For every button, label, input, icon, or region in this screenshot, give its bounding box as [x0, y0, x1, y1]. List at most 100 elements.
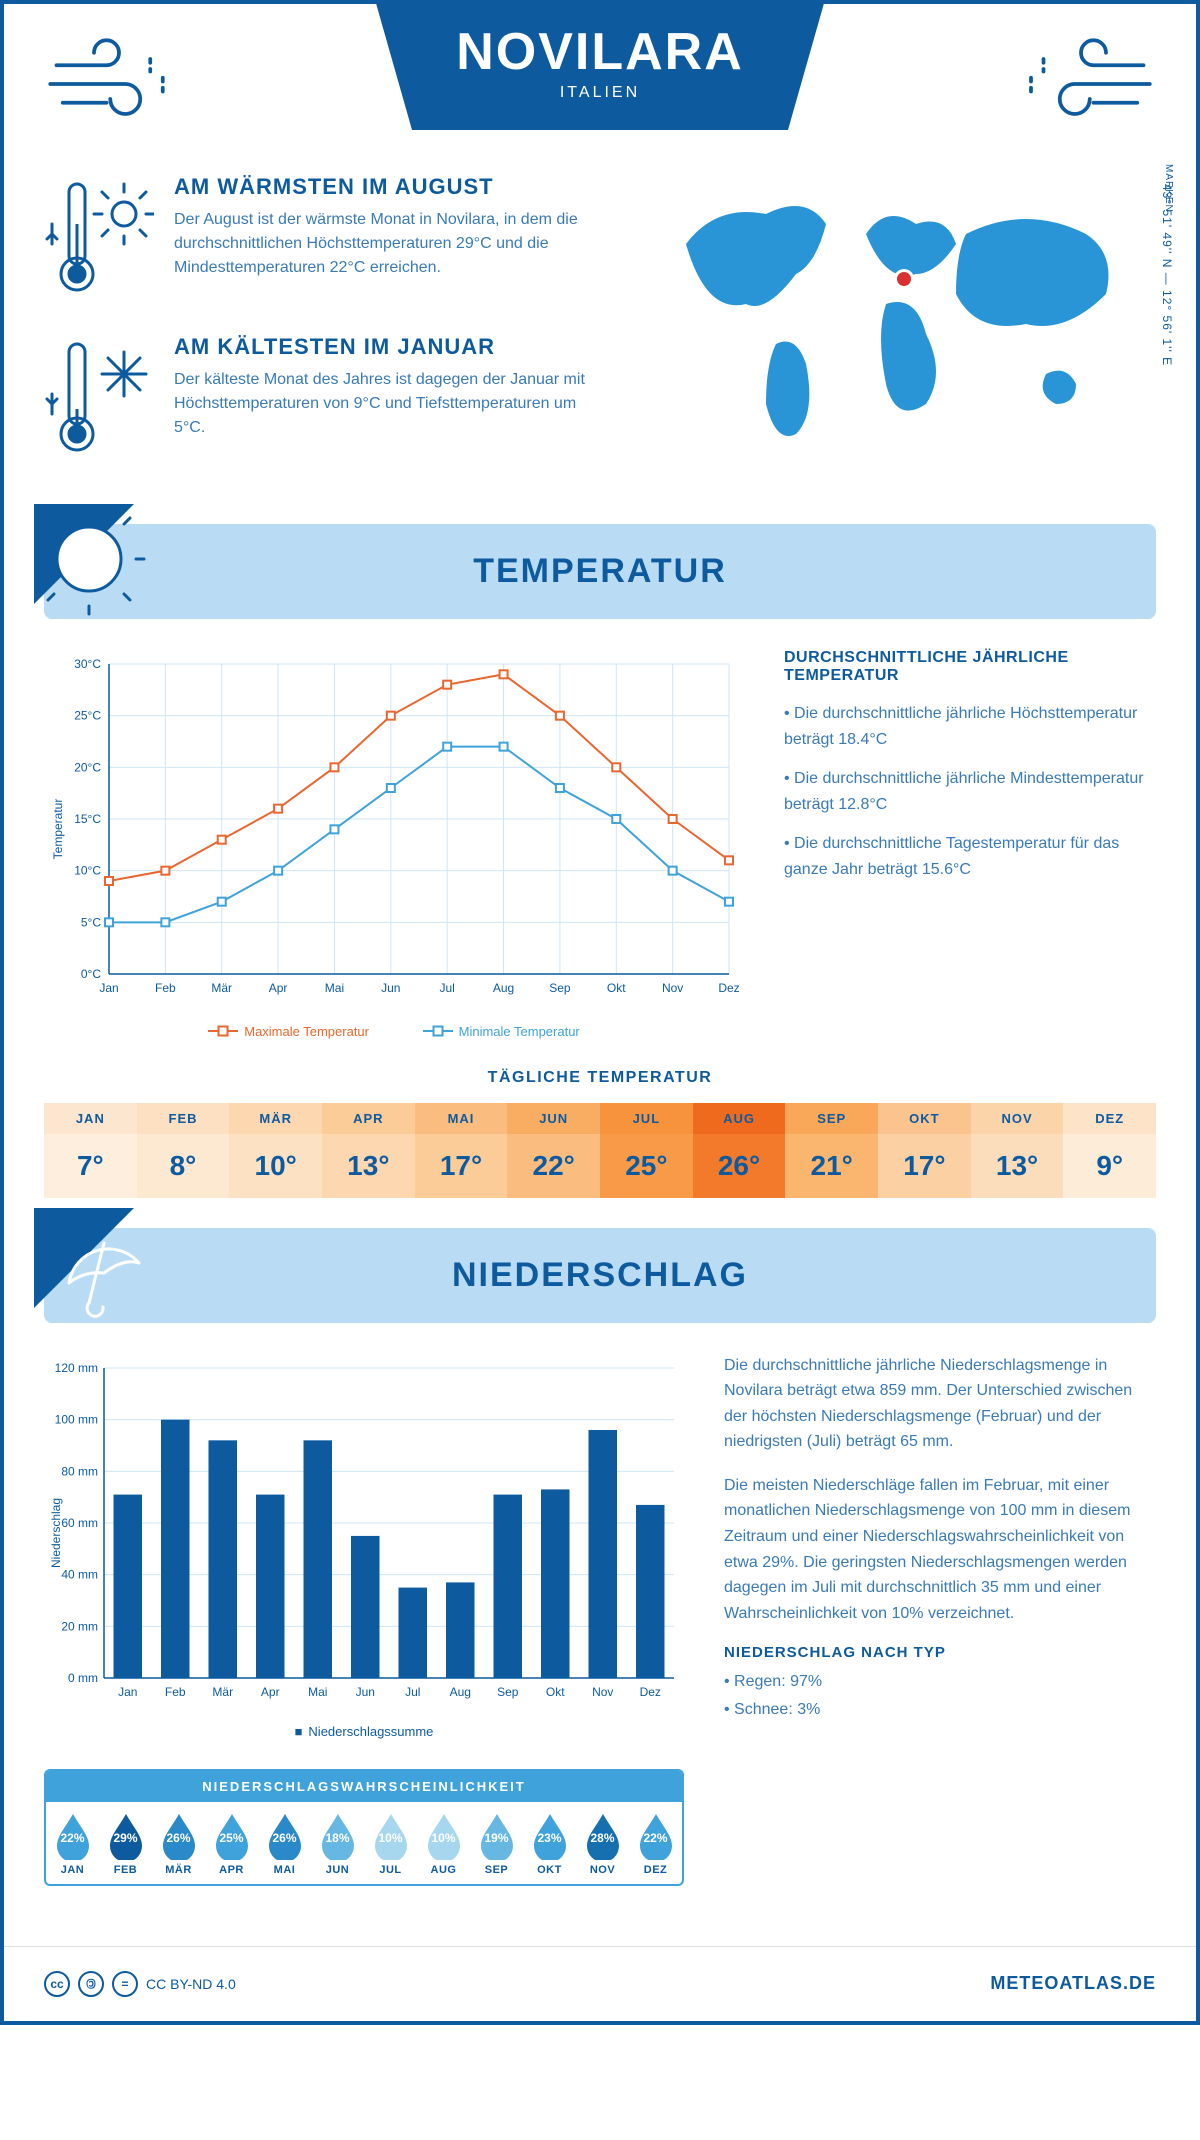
probability-cell: 19%SEP	[470, 1802, 523, 1884]
svg-text:Niederschlag: Niederschlag	[49, 1497, 63, 1567]
probability-cell: 18%JUN	[311, 1802, 364, 1884]
precipitation-banner: NIEDERSCHLAG	[44, 1228, 1156, 1323]
svg-text:Jun: Jun	[381, 981, 400, 995]
cc-icon: cc	[44, 1971, 70, 1997]
probability-cell: 26%MAI	[258, 1802, 311, 1884]
svg-text:Okt: Okt	[607, 981, 626, 995]
probability-cell: 28%NOV	[576, 1802, 629, 1884]
svg-text:Dez: Dez	[640, 1685, 661, 1699]
probability-cell: 10%JUL	[364, 1802, 417, 1884]
temperature-line-chart: 0°C5°C10°C15°C20°C25°C30°CJanFebMärAprMa…	[44, 649, 744, 1039]
daily-temp-cell: MAI17°	[415, 1103, 508, 1198]
svg-text:Feb: Feb	[165, 1685, 186, 1699]
svg-text:Sep: Sep	[497, 1685, 519, 1699]
wind-icon-left	[44, 34, 194, 134]
temperature-banner: TEMPERATUR	[44, 524, 1156, 619]
precip-type-2: • Schnee: 3%	[724, 1697, 1156, 1723]
daily-temp-cell: JUL25°	[600, 1103, 693, 1198]
probability-cell: 29%FEB	[99, 1802, 152, 1884]
daily-temp-cell: SEP21°	[785, 1103, 878, 1198]
svg-text:Feb: Feb	[155, 981, 176, 995]
thermometer-hot-icon	[44, 174, 154, 304]
svg-text:Mai: Mai	[325, 981, 344, 995]
city-title: NOVILARA	[456, 22, 744, 82]
svg-text:0°C: 0°C	[81, 967, 101, 981]
cc-nd-icon: =	[112, 1971, 138, 1997]
svg-text:Jul: Jul	[440, 981, 455, 995]
title-banner: NOVILARA ITALIEN	[376, 4, 824, 130]
hottest-block: AM WÄRMSTEN IM AUGUST Der August ist der…	[44, 174, 596, 304]
world-map: MARKEN 43° 51' 49'' N — 12° 56' 1'' E	[636, 174, 1156, 494]
umbrella-icon	[34, 1208, 164, 1338]
precip-type-title: NIEDERSCHLAG NACH TYP	[724, 1644, 1156, 1661]
license-label: CC BY-ND 4.0	[146, 1976, 236, 1992]
cc-by-icon: 🄯	[78, 1971, 104, 1997]
daily-temp-cell: JAN7°	[44, 1103, 137, 1198]
temp-desc-3: • Die durchschnittliche Tagestemperatur …	[784, 831, 1156, 882]
svg-text:20°C: 20°C	[74, 760, 101, 774]
svg-text:Nov: Nov	[592, 1685, 613, 1699]
precip-desc-2: Die meisten Niederschläge fallen im Febr…	[724, 1473, 1156, 1627]
temp-desc-1: • Die durchschnittliche jährliche Höchst…	[784, 701, 1156, 752]
daily-temp-title: TÄGLICHE TEMPERATUR	[44, 1069, 1156, 1087]
svg-text:Apr: Apr	[261, 1685, 280, 1699]
coords-label: 43° 51' 49'' N — 12° 56' 1'' E	[1160, 184, 1174, 366]
svg-text:40 mm: 40 mm	[61, 1567, 98, 1581]
svg-text:Apr: Apr	[269, 981, 288, 995]
daily-temp-cell: FEB8°	[137, 1103, 230, 1198]
probability-title: NIEDERSCHLAGSWAHRSCHEINLICHKEIT	[46, 1771, 682, 1802]
header: NOVILARA ITALIEN	[44, 34, 1156, 134]
svg-text:Sep: Sep	[549, 981, 571, 995]
svg-text:Jan: Jan	[99, 981, 118, 995]
svg-text:Aug: Aug	[450, 1685, 471, 1699]
daily-temp-cell: MÄR10°	[229, 1103, 322, 1198]
svg-text:Nov: Nov	[662, 981, 683, 995]
svg-text:Jul: Jul	[405, 1685, 420, 1699]
precip-desc-1: Die durchschnittliche jährliche Niedersc…	[724, 1353, 1156, 1455]
svg-text:0 mm: 0 mm	[68, 1671, 98, 1685]
svg-text:Jan: Jan	[118, 1685, 137, 1699]
svg-text:Mai: Mai	[308, 1685, 327, 1699]
daily-temp-cell: APR13°	[322, 1103, 415, 1198]
legend-max: Maximale Temperatur	[244, 1024, 369, 1039]
svg-text:100 mm: 100 mm	[55, 1412, 98, 1426]
temp-desc-title: DURCHSCHNITTLICHE JÄHRLICHE TEMPERATUR	[784, 649, 1156, 685]
wind-icon-right	[1006, 34, 1156, 134]
map-marker-icon	[897, 272, 911, 286]
precipitation-bar-chart: 0 mm20 mm40 mm60 mm80 mm100 mm120 mmJanF…	[44, 1353, 684, 1713]
svg-text:5°C: 5°C	[81, 915, 101, 929]
precip-type-1: • Regen: 97%	[724, 1669, 1156, 1695]
probability-cell: 25%APR	[205, 1802, 258, 1884]
svg-text:80 mm: 80 mm	[61, 1464, 98, 1478]
daily-temp-cell: JUN22°	[507, 1103, 600, 1198]
svg-text:120 mm: 120 mm	[55, 1361, 98, 1375]
svg-text:Temperatur: Temperatur	[51, 799, 65, 860]
temp-desc-2: • Die durchschnittliche jährliche Mindes…	[784, 766, 1156, 817]
sun-icon	[34, 504, 164, 634]
footer: cc 🄯 = CC BY-ND 4.0 METEOATLAS.DE	[4, 1946, 1196, 2021]
daily-temp-cell: OKT17°	[878, 1103, 971, 1198]
daily-temp-cell: AUG26°	[693, 1103, 786, 1198]
svg-text:15°C: 15°C	[74, 812, 101, 826]
svg-text:Aug: Aug	[493, 981, 514, 995]
country-label: ITALIEN	[456, 84, 744, 102]
svg-text:Mär: Mär	[211, 981, 232, 995]
daily-temp-cell: NOV13°	[971, 1103, 1064, 1198]
coldest-title: AM KÄLTESTEN IM JANUAR	[174, 334, 596, 360]
hottest-title: AM WÄRMSTEN IM AUGUST	[174, 174, 596, 200]
svg-text:25°C: 25°C	[74, 709, 101, 723]
coldest-text: Der kälteste Monat des Jahres ist dagege…	[174, 368, 596, 440]
probability-cell: 26%MÄR	[152, 1802, 205, 1884]
svg-text:10°C: 10°C	[74, 864, 101, 878]
probability-cell: 22%JAN	[46, 1802, 99, 1884]
svg-text:60 mm: 60 mm	[61, 1516, 98, 1530]
probability-cell: 23%OKT	[523, 1802, 576, 1884]
thermometer-cold-icon	[44, 334, 154, 464]
svg-text:Okt: Okt	[546, 1685, 565, 1699]
svg-text:Jun: Jun	[356, 1685, 375, 1699]
precip-legend: Niederschlagssumme	[308, 1724, 433, 1739]
daily-temp-table: JAN7°FEB8°MÄR10°APR13°MAI17°JUN22°JUL25°…	[44, 1103, 1156, 1198]
svg-text:Dez: Dez	[718, 981, 739, 995]
probability-cell: 10%AUG	[417, 1802, 470, 1884]
site-name: METEOATLAS.DE	[990, 1973, 1156, 1994]
